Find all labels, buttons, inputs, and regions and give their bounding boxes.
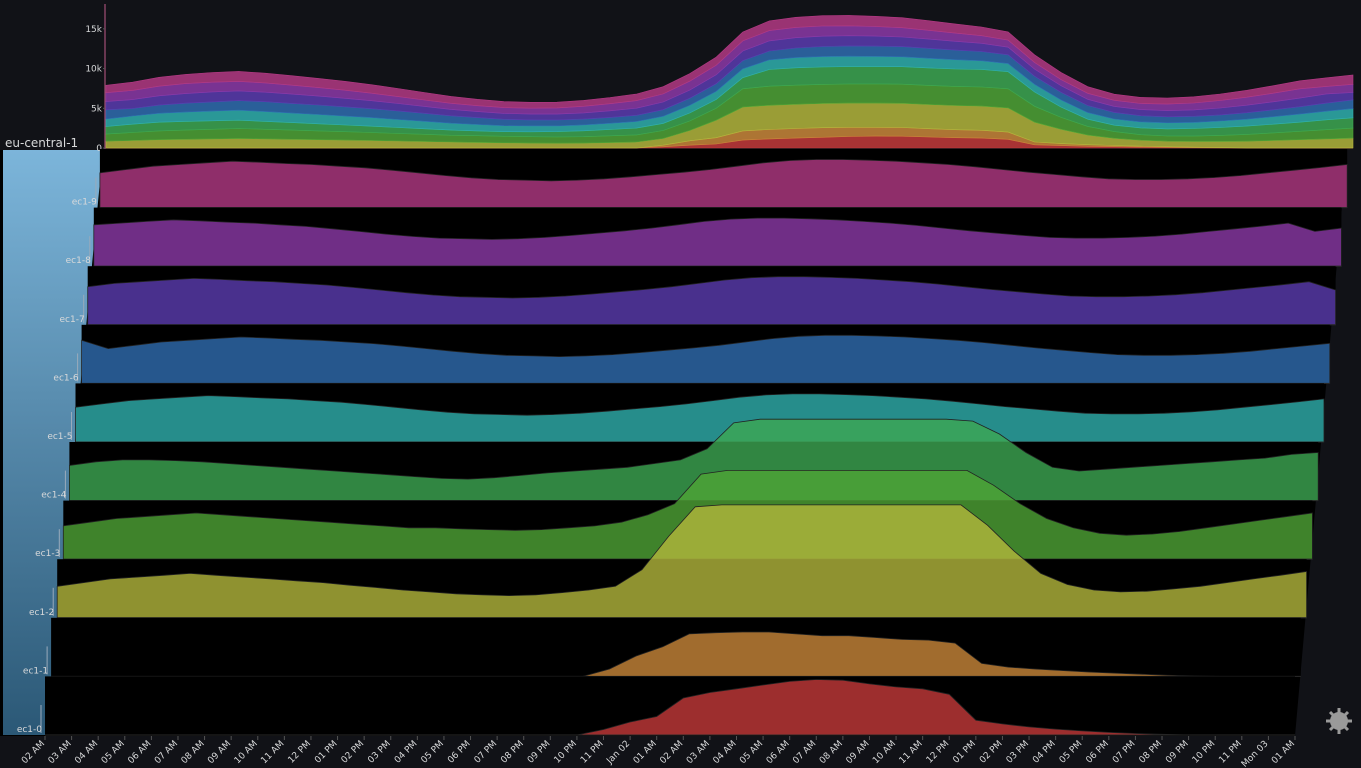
ridge-area <box>56 504 1307 619</box>
x-tick-label: Mon 03 <box>1240 739 1271 768</box>
x-tick-label: 06 PM <box>1084 739 1111 766</box>
ridge-label: ec1-0 <box>17 725 42 735</box>
x-tick-label: 02 AM <box>20 739 47 766</box>
x-tick-label: 03 PM <box>366 739 393 766</box>
ridge-label: ec1-6 <box>53 373 78 383</box>
x-tick-label: Jan 02 <box>605 739 633 767</box>
x-tick-label: 10 PM <box>1191 739 1218 766</box>
settings-icon[interactable] <box>1326 708 1352 734</box>
x-tick-label: 01 PM <box>313 739 340 766</box>
x-tick-label: 10 AM <box>871 739 898 766</box>
ridge-area <box>87 276 1336 326</box>
x-tick-label: 03 AM <box>47 739 74 766</box>
x-tick-label: 07 AM <box>791 739 818 766</box>
x-tick-label: 09 AM <box>206 739 233 766</box>
group-label: eu-central-1 <box>5 136 78 150</box>
x-tick-label: 08 PM <box>499 739 526 766</box>
x-tick-label: 05 PM <box>420 739 447 766</box>
ridge-area <box>81 334 1331 384</box>
ridge-label: ec1-7 <box>60 315 85 325</box>
x-tick-label: 04 PM <box>1031 739 1058 766</box>
y-tick-label: 10k <box>85 65 102 75</box>
x-tick-label: 12 PM <box>287 739 314 766</box>
x-tick-label: 07 AM <box>153 739 180 766</box>
x-tick-label: 06 PM <box>446 739 473 766</box>
x-tick-label: 08 AM <box>818 739 845 766</box>
ridge-label: ec1-2 <box>29 608 54 618</box>
x-tick-label: 10 AM <box>233 739 260 766</box>
x-tick-label: 03 PM <box>1005 739 1032 766</box>
x-tick-label: 03 AM <box>685 739 712 766</box>
x-tick-label: 06 AM <box>126 739 153 766</box>
ridge-area <box>99 159 1348 208</box>
x-tick-label: 08 PM <box>1138 739 1165 766</box>
x-tick-label: 04 PM <box>393 739 420 766</box>
x-tick-label: 05 AM <box>100 739 127 766</box>
x-tick-label: 05 PM <box>1058 739 1085 766</box>
ridge-label: ec1-3 <box>35 549 60 559</box>
x-tick-label: 11 AM <box>259 739 286 766</box>
x-tick-label: 07 PM <box>473 739 500 766</box>
x-tick-label: 01 AM <box>632 739 659 766</box>
group-panel <box>3 150 103 735</box>
ridge-label: ec1-5 <box>47 432 72 442</box>
x-tick-label: 02 PM <box>340 739 367 766</box>
y-tick-label: 15k <box>85 25 102 35</box>
x-tick-label: 01 AM <box>1270 739 1297 766</box>
y-tick-label: 5k <box>91 104 103 114</box>
x-tick-label: 07 PM <box>1111 739 1138 766</box>
ridge-label: ec1-8 <box>66 256 91 266</box>
x-tick-label: 09 PM <box>526 739 553 766</box>
x-tick-label: 12 PM <box>925 739 952 766</box>
x-tick-label: 06 AM <box>765 739 792 766</box>
x-tick-label: 04 AM <box>712 739 739 766</box>
ridge-area <box>93 217 1342 267</box>
ridge-label: ec1-4 <box>41 491 66 501</box>
ridge-label: ec1-9 <box>72 198 97 208</box>
ridge-area <box>69 418 1319 501</box>
x-tick-label: 10 PM <box>553 739 580 766</box>
x-tick-label: 05 AM <box>738 739 765 766</box>
stacked-area <box>105 15 1354 109</box>
x-tick-label: 09 AM <box>845 739 872 766</box>
x-tick-label: 11 AM <box>898 739 925 766</box>
ridge-area <box>75 393 1325 443</box>
perspective-edge <box>1295 150 1361 736</box>
x-tick-label: 02 PM <box>978 739 1005 766</box>
x-tick-label: 08 AM <box>180 739 207 766</box>
x-tick-label: 11 PM <box>579 739 606 766</box>
ridge-label: ec1-1 <box>23 666 48 676</box>
x-tick-label: 01 PM <box>951 739 978 766</box>
x-tick-label: 02 AM <box>658 739 685 766</box>
x-tick-label: 04 AM <box>73 739 100 766</box>
x-tick-label: 09 PM <box>1164 739 1191 766</box>
y-tick-label: 0 <box>96 144 102 154</box>
